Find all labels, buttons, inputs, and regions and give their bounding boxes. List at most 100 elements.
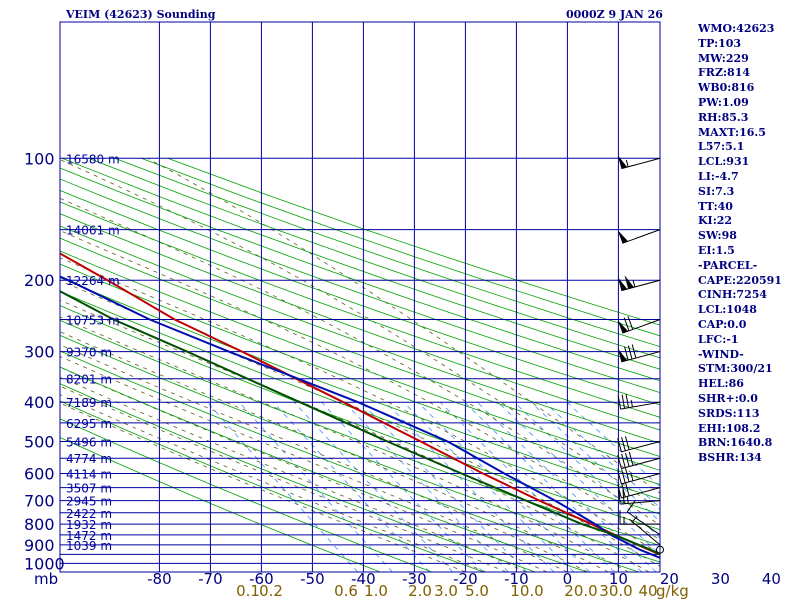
wind-barb-full: [617, 454, 622, 469]
dry-adiabat: [60, 277, 660, 500]
wind-barb: [617, 316, 661, 334]
index-row: TT:40: [698, 199, 733, 213]
wind-barb-full: [624, 436, 630, 450]
temperature-tick-label: 10: [609, 570, 628, 588]
index-row: -PARCEL-: [698, 258, 758, 272]
mixing-ratio-line: [566, 401, 660, 488]
pressure-tick-label: 100: [24, 149, 55, 168]
index-row: BSHR:134: [698, 451, 762, 465]
temperature-tick-label: -60: [249, 570, 274, 588]
wind-barb-full: [624, 468, 630, 482]
wind-barb: [617, 436, 661, 453]
parcel-point: [460, 472, 463, 475]
wind-barb: [626, 500, 661, 536]
index-row: EHI:108.2: [698, 421, 761, 435]
dry-adiabat: [60, 225, 660, 444]
pressure-tick-label: 700: [24, 492, 55, 511]
wind-barb-full: [621, 437, 626, 451]
wind-barb-half: [632, 280, 636, 288]
wind-barb: [617, 468, 661, 485]
wind-barb-full: [626, 500, 636, 513]
wind-barb: [619, 510, 661, 525]
index-row: SI:7.3: [698, 184, 735, 198]
mixing-ratio-tick-label: 10.0: [510, 582, 543, 600]
wind-barb-pennant: [624, 275, 634, 289]
temperature-point: [482, 472, 484, 475]
wind-barb-staff: [620, 401, 661, 410]
pressure-tick-label: 600: [24, 465, 55, 484]
wind-barb: [617, 344, 661, 363]
mixing-ratio-tick-label: 5.0: [465, 582, 489, 600]
height-label: 2422 m: [66, 507, 112, 521]
wind-barb-staff: [629, 518, 661, 546]
pressure-tick-label: 900: [24, 536, 55, 555]
dry-adiabat: [61, 157, 660, 370]
wind-barb-staff: [622, 319, 661, 334]
wind-barb: [617, 155, 661, 170]
index-row: SW:98: [698, 229, 737, 243]
mixing-ratio-line: [477, 401, 657, 572]
height-label: 7189 m: [66, 396, 112, 410]
temperature-tick-label: -40: [351, 570, 376, 588]
height-label: 1039 m: [66, 539, 112, 553]
mixing-ratio-line: [514, 401, 660, 539]
wind-barb-staff: [621, 473, 661, 485]
wind-barb: [629, 516, 661, 546]
wind-barb-half: [630, 473, 634, 481]
wind-barb-full: [621, 394, 626, 409]
wind-barb-full: [621, 469, 626, 483]
dry-adiabat: [60, 319, 660, 547]
wind-barb-full: [617, 395, 622, 410]
height-label: 16580 m: [66, 152, 120, 166]
parcel-point: [649, 549, 652, 551]
wind-barb-full: [617, 438, 622, 452]
parcel-point: [299, 401, 301, 403]
wind-barb-full: [617, 484, 622, 499]
height-label: 1472 m: [66, 529, 112, 543]
height-label: 5496 m: [66, 435, 112, 449]
wind-barb-pennant: [617, 348, 628, 362]
wind-barb-full: [623, 317, 630, 331]
wind-barb-staff: [621, 279, 661, 292]
index-row: CAPE:220591: [698, 273, 782, 287]
index-row: STM:300/21: [698, 362, 773, 376]
parcel-point: [386, 440, 389, 443]
index-row: HEL:86: [698, 377, 744, 391]
temperature-point: [106, 279, 109, 281]
mixing-ratio-tick-label: 3.0: [434, 582, 458, 600]
temperature-tick-label: 30: [711, 570, 730, 588]
dewpoint-point: [447, 440, 449, 443]
wind-barb-full: [622, 489, 625, 504]
wind-barb: [617, 275, 661, 292]
mixing-ratio-line: [293, 401, 453, 572]
wind-barb-staff: [622, 229, 661, 244]
dewpoint-point: [554, 500, 556, 502]
mixing-ratio-line: [361, 401, 528, 572]
height-label: 9370 m: [66, 346, 112, 360]
dewpoint-point: [639, 549, 641, 551]
height-label: 1932 m: [66, 518, 112, 532]
dry-adiabat: [60, 383, 536, 572]
station-title: VEIM (42623) Sounding: [66, 8, 216, 21]
index-row: SRDS:113: [698, 406, 760, 420]
moist-adiabat: [60, 331, 609, 572]
sounding-time: 0000Z 9 JAN 26: [566, 8, 663, 21]
parcel-point: [112, 318, 115, 321]
wind-barb: [618, 489, 661, 505]
index-row: LI:-4.7: [698, 169, 739, 183]
wind-barb-full: [628, 451, 634, 466]
plot-frame: [59, 21, 661, 573]
index-row: LCL:931: [698, 155, 750, 169]
dry-adiabat: [60, 263, 660, 486]
temperature-point: [538, 500, 541, 502]
height-label: 3507 m: [66, 482, 112, 496]
moist-adiabat: [60, 376, 527, 572]
mixing-ratio-tick-label: 1.0: [364, 582, 388, 600]
height-label: 10753 m: [66, 313, 120, 327]
dry-adiabat: [60, 436, 381, 572]
dry-adiabat: [60, 350, 639, 572]
mixing-ratio-line: [344, 401, 509, 572]
mixing-ratio-line: [464, 401, 643, 572]
temperature-tick-label: -30: [402, 570, 427, 588]
